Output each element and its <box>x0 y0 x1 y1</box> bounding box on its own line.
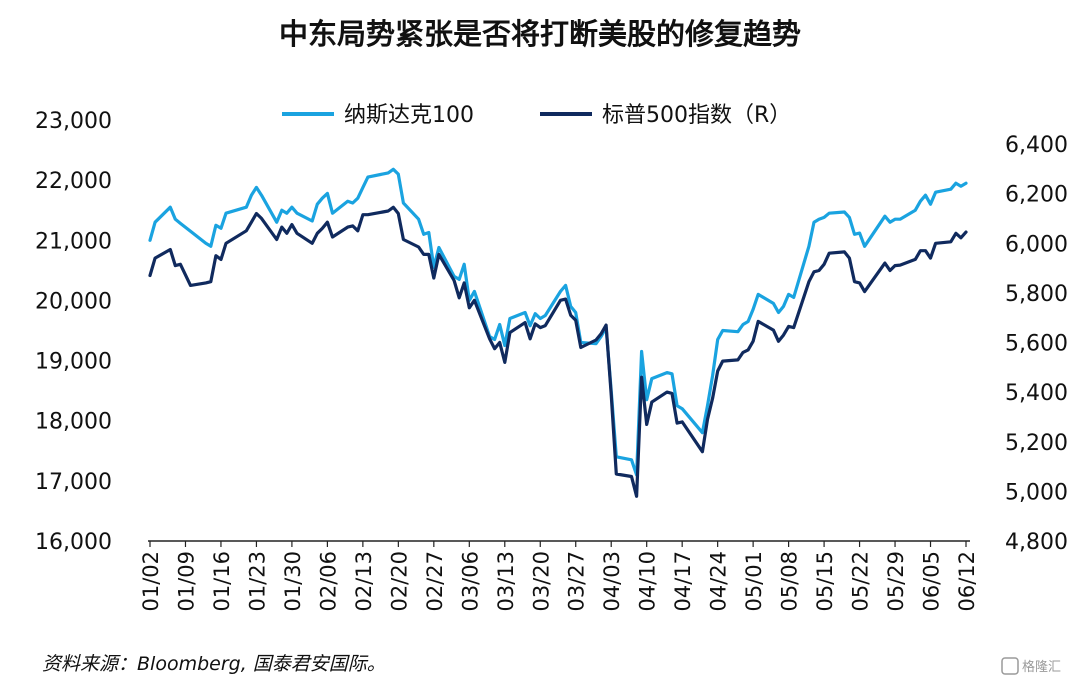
x-axis-tick-label: 02/20 <box>387 551 411 612</box>
right-axis-tick-label: 5,800 <box>1005 282 1068 307</box>
left-axis-tick-label: 18,000 <box>35 410 112 435</box>
x-axis-tick-label: 06/12 <box>955 551 979 612</box>
left-axis-tick-label: 22,000 <box>35 169 112 194</box>
watermark-text: 格隆汇 <box>1022 659 1061 675</box>
left-axis-labels: 16,000 17,000 18,000 19,000 20,000 21,000 22,0… <box>35 109 112 555</box>
x-axis-tick-label: 05/08 <box>778 551 802 612</box>
series-line-sp500 <box>148 205 968 498</box>
axes: 01/02 01/09 01/16 01/23 01/30 02/06 02/13 02/20… <box>35 109 1068 612</box>
x-axis-tick-label: 03/27 <box>565 551 589 612</box>
x-axis-tick-label: 05/29 <box>884 551 908 612</box>
x-axis-tick-label: 01/23 <box>245 551 269 612</box>
x-axis-tick-label: 04/24 <box>707 551 731 612</box>
right-axis-tick-label: 5,000 <box>1005 480 1068 505</box>
right-axis-tick-label: 6,200 <box>1005 183 1068 208</box>
plot-area <box>148 167 968 498</box>
watermark-logo-icon <box>1001 657 1019 675</box>
x-axis-tick-label: 04/17 <box>671 551 695 612</box>
legend: 纳斯达克100 标普500指数（R） <box>282 103 791 128</box>
x-axis-tick-label: 05/01 <box>742 551 766 612</box>
x-axis-ticks <box>149 541 967 547</box>
x-axis-tick-label: 05/15 <box>813 551 837 612</box>
x-axis-tick-label: 06/05 <box>920 551 944 612</box>
right-axis-tick-label: 6,400 <box>1005 133 1068 158</box>
left-axis-tick-label: 20,000 <box>35 289 112 314</box>
x-axis-tick-label: 04/10 <box>636 551 660 612</box>
x-axis-tick-label: 02/27 <box>423 551 447 612</box>
right-axis-tick-label: 5,600 <box>1005 332 1068 357</box>
legend-label-nasdaq: 纳斯达克100 <box>344 103 474 128</box>
x-axis-tick-label: 01/16 <box>210 551 234 612</box>
watermark: 格隆汇 <box>1001 657 1061 675</box>
left-axis-tick-label: 16,000 <box>35 530 112 555</box>
left-axis-tick-label: 19,000 <box>35 350 112 375</box>
x-axis-tick-label: 02/13 <box>352 551 376 612</box>
x-axis-tick-label: 04/03 <box>600 551 624 612</box>
x-axis-tick-label: 03/06 <box>458 551 482 612</box>
chart-title: 中东局势紧张是否将打断美股的修复趋势 <box>279 17 801 51</box>
x-axis-labels: 01/02 01/09 01/16 01/23 01/30 02/06 02/13 02/20… <box>139 551 979 612</box>
x-axis-tick-label: 01/02 <box>139 551 163 612</box>
right-axis-labels: 4,800 5,000 5,200 5,400 5,600 5,800 6,000 6,200… <box>1005 133 1068 555</box>
right-axis-tick-label: 6,000 <box>1005 232 1068 257</box>
source-note: 资料来源：Bloomberg, 国泰君安国际。 <box>42 653 386 675</box>
right-axis-tick-label: 4,800 <box>1005 530 1068 555</box>
x-axis-tick-label: 01/30 <box>281 551 305 612</box>
legend-label-sp500: 标普500指数（R） <box>602 103 791 128</box>
right-axis-tick-label: 5,200 <box>1005 431 1068 456</box>
x-axis-tick-label: 02/06 <box>316 551 340 612</box>
x-axis-tick-label: 03/13 <box>494 551 518 612</box>
x-axis-tick-label: 05/22 <box>849 551 873 612</box>
left-axis-tick-label: 17,000 <box>35 470 112 495</box>
series-line-nasdaq100 <box>148 167 968 477</box>
x-axis-tick-label: 03/20 <box>529 551 553 612</box>
left-axis-tick-label: 21,000 <box>35 229 112 254</box>
x-axis-tick-label: 01/09 <box>174 551 198 612</box>
left-axis-tick-label: 23,000 <box>35 109 112 134</box>
right-axis-tick-label: 5,400 <box>1005 381 1068 406</box>
